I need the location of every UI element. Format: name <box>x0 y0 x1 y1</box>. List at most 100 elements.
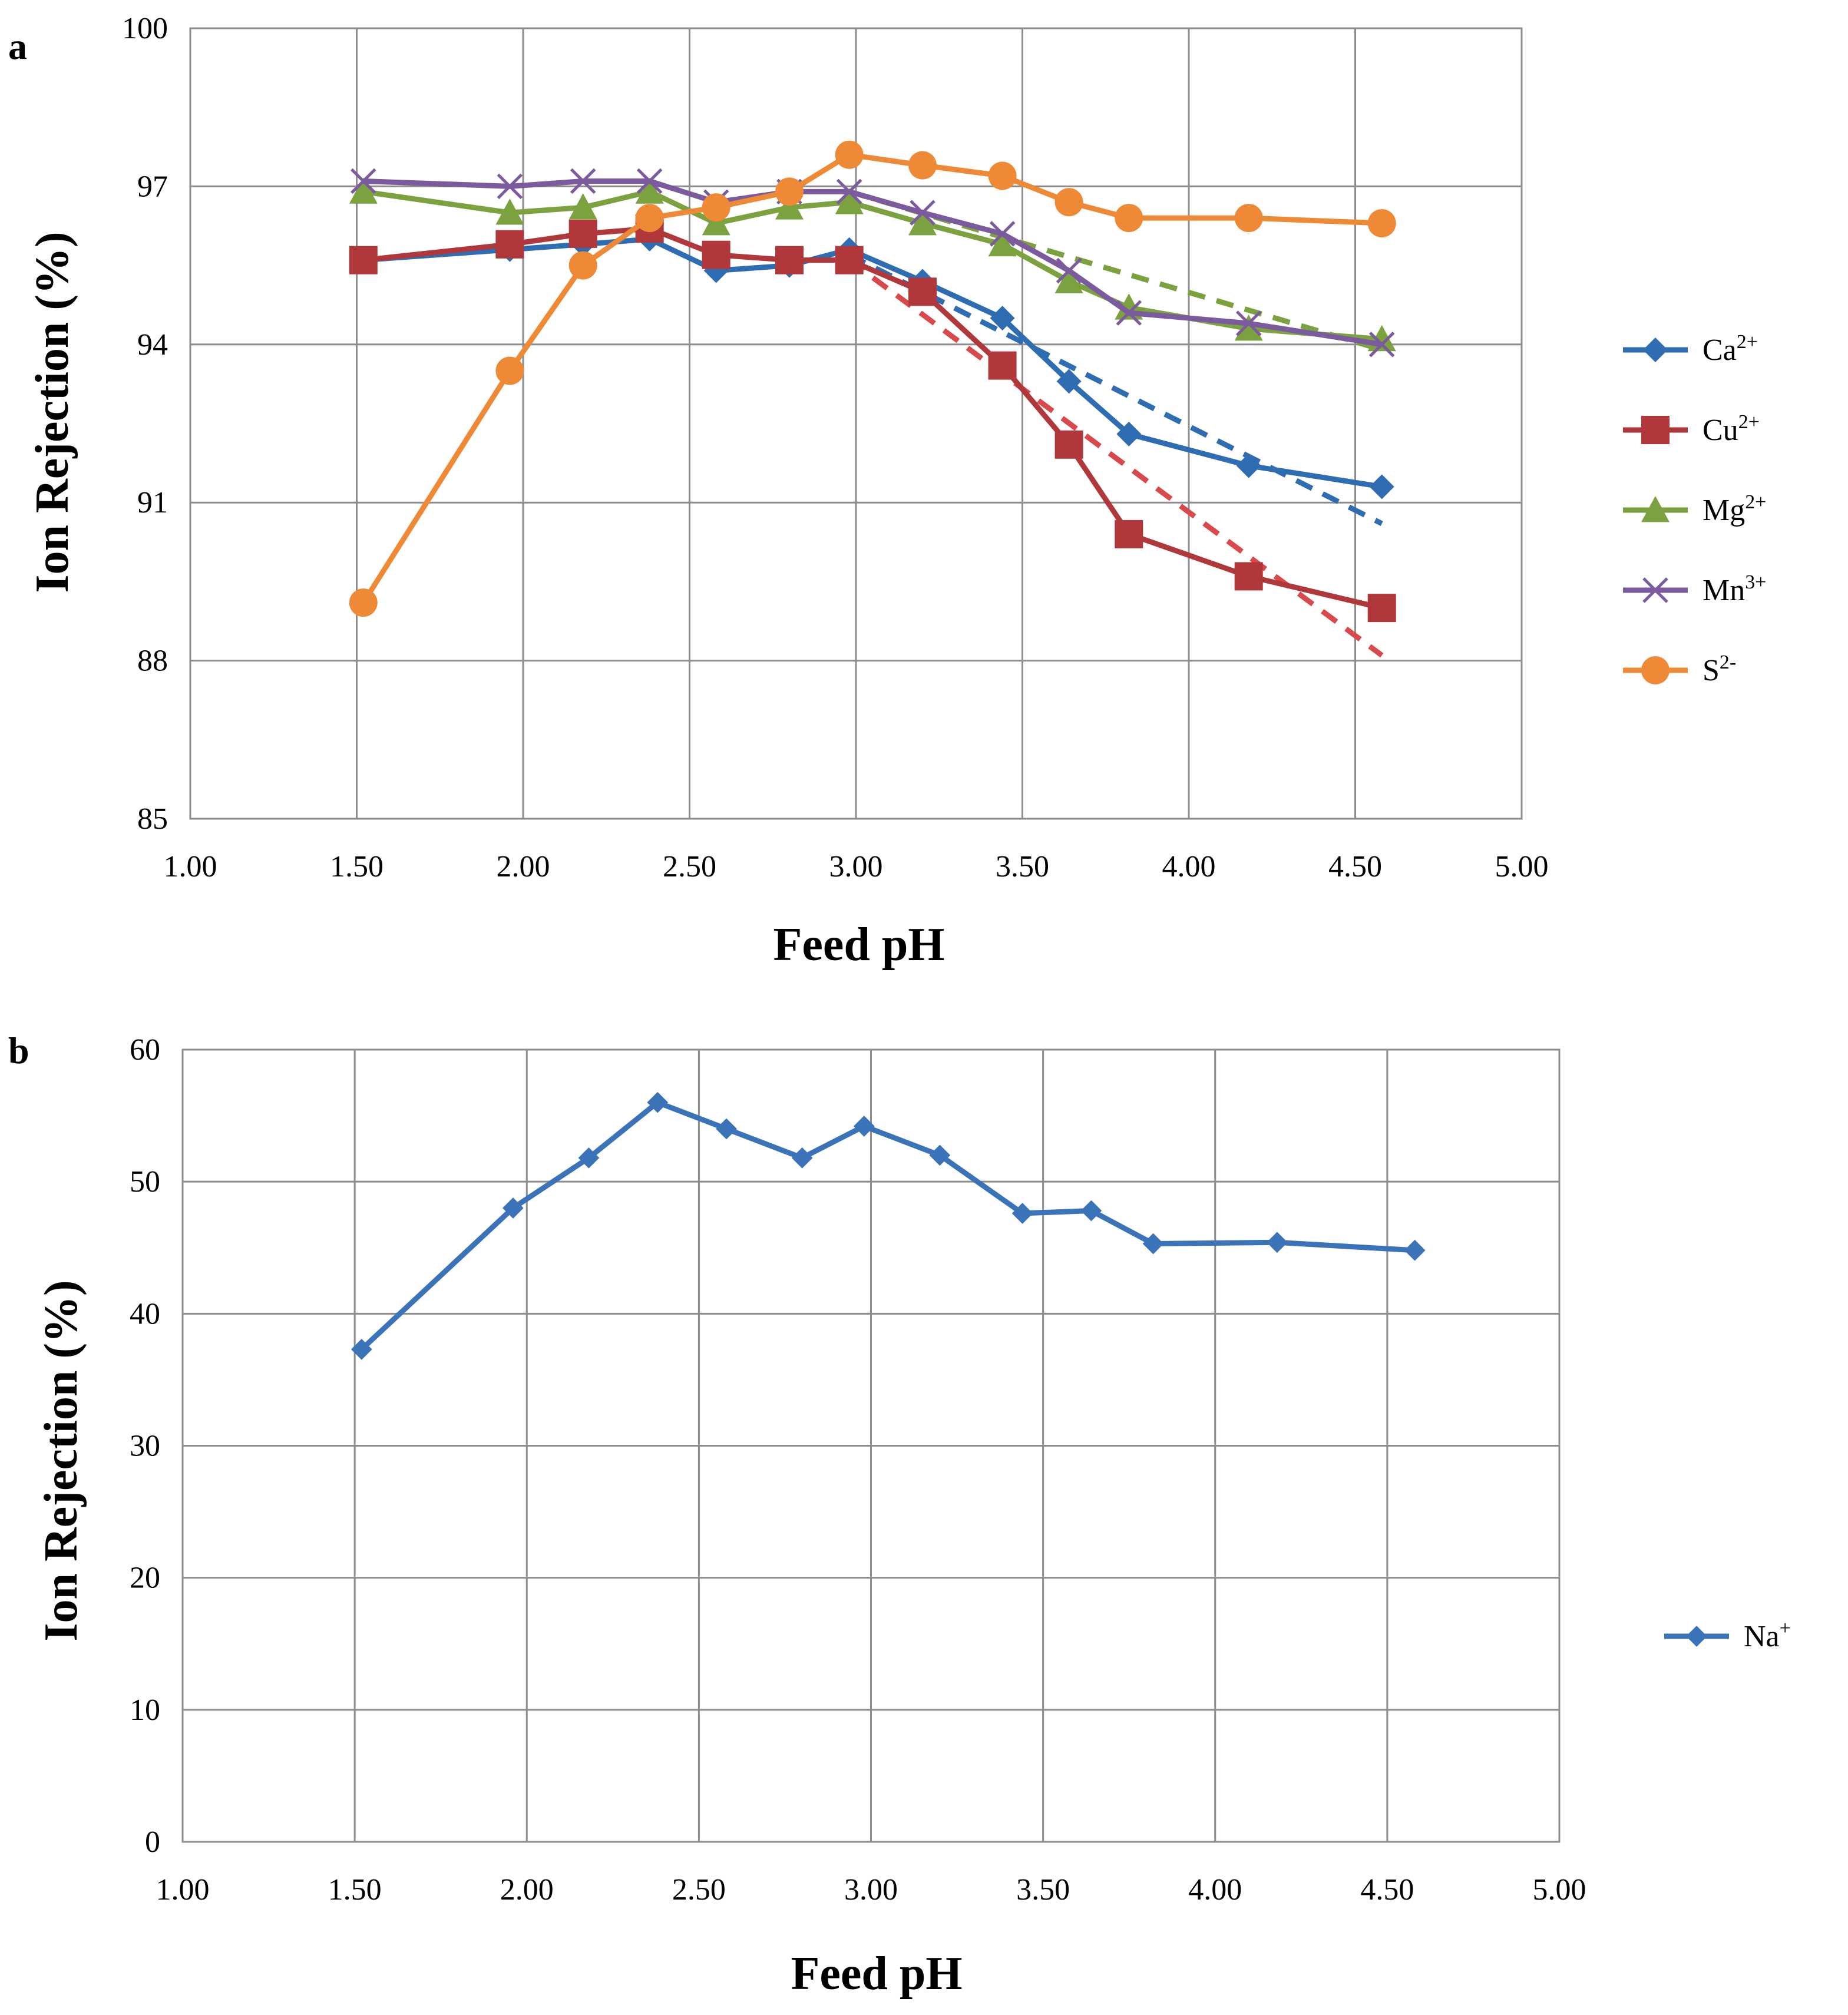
data-point-s <box>1054 188 1083 217</box>
legend-label-charge: 2+ <box>1745 491 1766 513</box>
legend-label-mn: Mn3+ <box>1702 571 1766 607</box>
y-tick-label: 85 <box>137 802 168 836</box>
legend-label-s: S2- <box>1702 651 1736 687</box>
data-point-mg <box>635 177 664 204</box>
legend-marker-mn <box>1642 577 1668 603</box>
x-tick-label: 5.00 <box>1533 1873 1586 1907</box>
legend-label-mg: Mg2+ <box>1702 491 1766 527</box>
legend-label-charge: 3+ <box>1745 571 1766 593</box>
data-point-mn <box>497 173 523 200</box>
data-point-mg <box>1234 314 1263 341</box>
panel-a-chart: a 85 88 91 94 97 100 1.00 1.50 2.00 2.50 3.00 3.50… <box>8 12 1766 971</box>
y-tick-label: 40 <box>130 1297 160 1331</box>
data-point-na <box>1080 1200 1102 1222</box>
data-point-mg <box>835 188 864 214</box>
data-point-s <box>635 204 664 233</box>
data-point-s <box>988 161 1017 190</box>
data-point-mg <box>702 209 730 236</box>
data-point-mn <box>836 178 862 205</box>
data-point-cu <box>908 277 937 306</box>
data-point-na <box>1267 1232 1288 1253</box>
data-point-na <box>503 1197 524 1219</box>
data-point-na <box>1142 1233 1164 1255</box>
data-point-cu <box>495 230 524 259</box>
series-s <box>349 140 1396 617</box>
data-point-mn <box>910 200 935 226</box>
data-point-s <box>349 588 378 617</box>
data-point-na <box>1404 1239 1426 1261</box>
x-tick-label: 5.00 <box>1495 850 1549 884</box>
legend-item-s: S2- <box>1623 651 1736 687</box>
x-tick-label: 2.50 <box>663 850 716 884</box>
x-tick-label: 2.00 <box>497 850 550 884</box>
x-tick-label: 4.00 <box>1162 850 1216 884</box>
panel-a-x-axis-title: Feed pH <box>773 919 944 971</box>
legend-label-ion: Na <box>1744 1620 1780 1653</box>
legend-marker-ca <box>1643 338 1668 362</box>
y-tick-label: 91 <box>137 486 168 520</box>
x-tick-label: 1.00 <box>156 1873 210 1907</box>
data-point-mg <box>988 230 1017 257</box>
panel-a-series <box>349 140 1396 623</box>
data-point-na <box>578 1147 600 1169</box>
trendline-cu <box>848 258 1384 658</box>
data-point-na <box>647 1091 669 1113</box>
legend-label-ion: S <box>1702 654 1720 687</box>
legend-marker-mg <box>1641 496 1670 522</box>
x-tick-label: 3.00 <box>829 850 883 884</box>
panel-b-y-ticks: 0 10 20 30 40 50 60 <box>130 1033 160 1859</box>
panel-b-letter: b <box>8 1030 29 1071</box>
panel-a-x-ticks: 1.00 1.50 2.00 2.50 3.00 3.50 4.00 4.50 5.00 <box>164 850 1549 884</box>
data-point-cu <box>988 351 1017 380</box>
data-point-ca <box>1116 421 1142 446</box>
data-point-mn <box>570 168 596 194</box>
legend-marker-cu <box>1641 416 1670 444</box>
legend-label-ion: Mg <box>1702 494 1745 527</box>
data-point-cu <box>1054 430 1083 459</box>
data-point-mg <box>908 209 937 236</box>
legend-item-ca: Ca2+ <box>1623 331 1758 367</box>
panel-b-series <box>351 1091 1426 1360</box>
legend-marker-s <box>1641 656 1670 684</box>
data-point-na <box>351 1339 372 1360</box>
data-point-s <box>495 356 524 385</box>
x-tick-label: 3.50 <box>996 850 1049 884</box>
data-point-mn <box>351 168 376 194</box>
x-tick-label: 3.50 <box>1016 1873 1070 1907</box>
data-point-na <box>791 1147 813 1169</box>
y-tick-label: 88 <box>137 644 168 678</box>
series-na <box>351 1091 1426 1360</box>
data-point-s <box>908 151 937 180</box>
data-point-mg <box>568 193 597 220</box>
panel-b-chart: b 0 10 20 30 40 50 60 1.00 1.50 2.00 2.50 3.00 3.50… <box>8 1030 1791 2000</box>
series-mn <box>351 168 1395 358</box>
data-point-ca <box>1369 474 1394 499</box>
legend-label-charge: 2+ <box>1737 331 1758 353</box>
legend-label-ion: Mn <box>1702 574 1745 607</box>
y-tick-label: 20 <box>130 1561 160 1595</box>
data-point-mn <box>1235 310 1262 336</box>
y-tick-label: 50 <box>130 1165 160 1199</box>
data-point-cu <box>1115 520 1143 548</box>
trendline-ca <box>848 252 1383 527</box>
x-tick-label: 2.00 <box>500 1873 554 1907</box>
data-point-cu <box>702 240 730 269</box>
data-point-mn <box>1056 257 1082 284</box>
data-point-mg <box>775 193 804 220</box>
panel-a-letter: a <box>8 25 27 67</box>
legend-label-cu: Cu2+ <box>1702 411 1760 447</box>
legend-item-mn: Mn3+ <box>1623 571 1766 607</box>
data-point-cu <box>835 246 864 274</box>
plot-area-frame <box>181 1048 1561 1843</box>
data-point-ca <box>1236 453 1261 478</box>
data-point-mg <box>495 198 524 225</box>
y-tick-label: 97 <box>137 170 168 203</box>
legend-label-charge: 2+ <box>1738 411 1760 433</box>
data-point-cu <box>1234 562 1263 591</box>
x-tick-label: 3.00 <box>844 1873 898 1907</box>
x-tick-label: 1.00 <box>164 850 217 884</box>
y-tick-label: 30 <box>130 1430 160 1463</box>
x-tick-label: 1.50 <box>330 850 384 884</box>
data-point-mn <box>1116 300 1142 326</box>
